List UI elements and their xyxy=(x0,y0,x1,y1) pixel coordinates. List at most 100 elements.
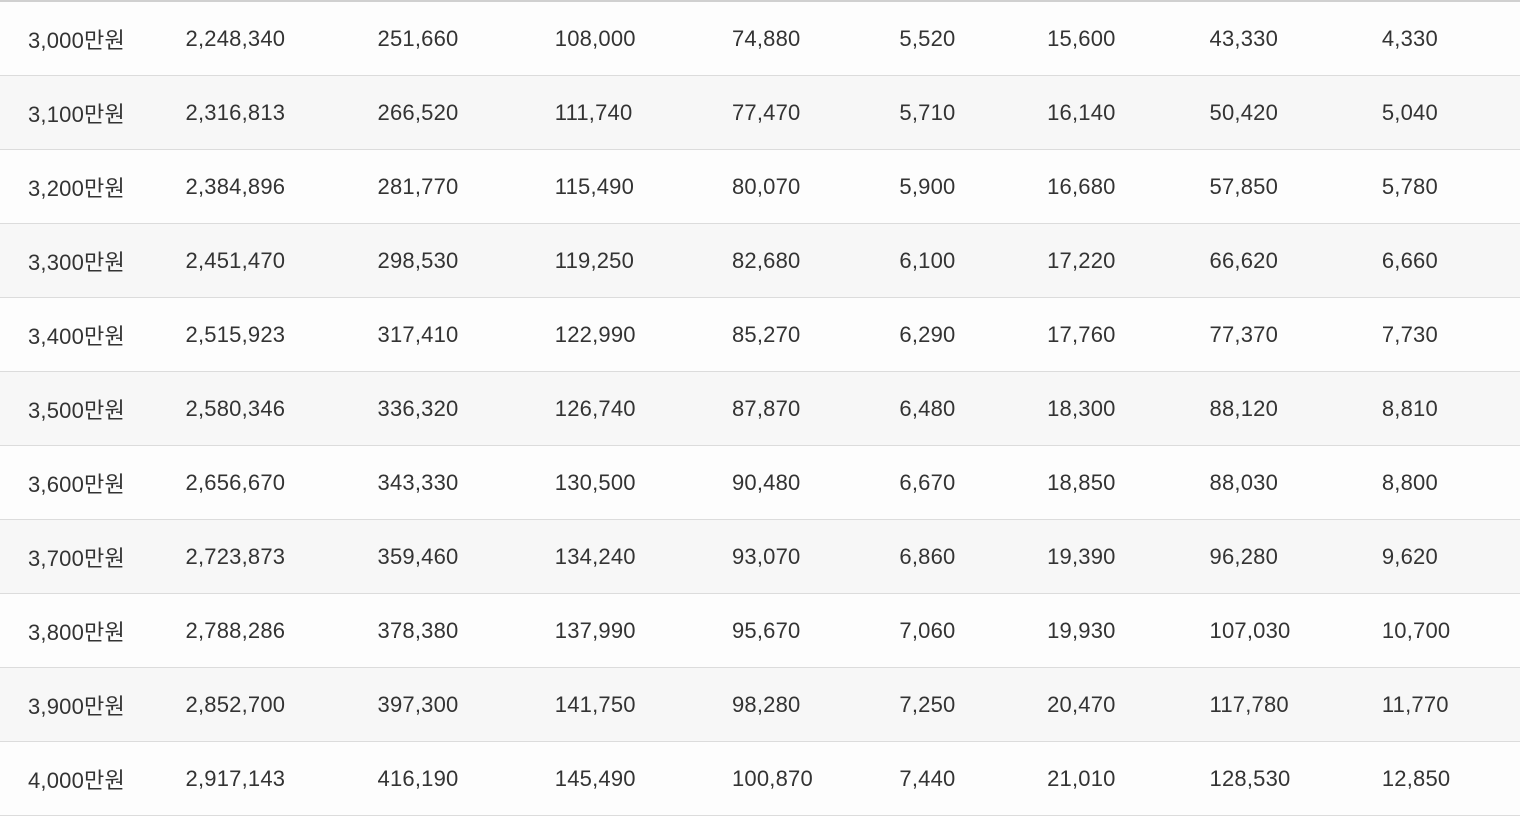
cell-value: 7,440 xyxy=(899,766,1047,792)
cell-value: 111,740 xyxy=(555,100,732,126)
cell-value: 5,520 xyxy=(899,26,1047,52)
cell-value: 80,070 xyxy=(732,174,899,200)
cell-value: 88,120 xyxy=(1210,396,1382,422)
cell-value: 16,680 xyxy=(1047,174,1209,200)
cell-value: 50,420 xyxy=(1210,100,1382,126)
cell-value: 7,730 xyxy=(1382,322,1500,348)
salary-table: 3,000만원 2,248,340 251,660 108,000 74,880… xyxy=(0,0,1520,816)
cell-value: 6,480 xyxy=(899,396,1047,422)
cell-value: 57,850 xyxy=(1210,174,1382,200)
cell-value: 378,380 xyxy=(378,618,555,644)
cell-value: 43,330 xyxy=(1210,26,1382,52)
cell-salary: 3,800만원 xyxy=(28,615,186,647)
cell-value: 88,030 xyxy=(1210,470,1382,496)
cell-value: 21,010 xyxy=(1047,766,1209,792)
cell-value: 2,248,340 xyxy=(186,26,378,52)
cell-value: 397,300 xyxy=(378,692,555,718)
cell-value: 15,600 xyxy=(1047,26,1209,52)
cell-salary: 3,600만원 xyxy=(28,467,186,499)
cell-value: 90,480 xyxy=(732,470,899,496)
cell-salary: 4,000만원 xyxy=(28,763,186,795)
cell-value: 20,470 xyxy=(1047,692,1209,718)
cell-value: 128,530 xyxy=(1210,766,1382,792)
cell-value: 107,030 xyxy=(1210,618,1382,644)
cell-value: 281,770 xyxy=(378,174,555,200)
cell-value: 2,917,143 xyxy=(186,766,378,792)
cell-value: 5,780 xyxy=(1382,174,1500,200)
cell-value: 2,451,470 xyxy=(186,248,378,274)
cell-value: 141,750 xyxy=(555,692,732,718)
cell-value: 5,040 xyxy=(1382,100,1500,126)
cell-value: 2,852,700 xyxy=(186,692,378,718)
cell-value: 2,580,346 xyxy=(186,396,378,422)
cell-value: 2,723,873 xyxy=(186,544,378,570)
table-row: 3,700만원 2,723,873 359,460 134,240 93,070… xyxy=(0,520,1520,594)
cell-value: 251,660 xyxy=(378,26,555,52)
cell-value: 117,780 xyxy=(1210,692,1382,718)
cell-value: 119,250 xyxy=(555,248,732,274)
cell-value: 77,370 xyxy=(1210,322,1382,348)
cell-value: 77,470 xyxy=(732,100,899,126)
cell-value: 137,990 xyxy=(555,618,732,644)
cell-value: 5,710 xyxy=(899,100,1047,126)
cell-value: 108,000 xyxy=(555,26,732,52)
cell-value: 82,680 xyxy=(732,248,899,274)
cell-salary: 3,400만원 xyxy=(28,319,186,351)
cell-value: 19,390 xyxy=(1047,544,1209,570)
table-row: 3,600만원 2,656,670 343,330 130,500 90,480… xyxy=(0,446,1520,520)
cell-value: 17,760 xyxy=(1047,322,1209,348)
cell-value: 343,330 xyxy=(378,470,555,496)
cell-salary: 3,300만원 xyxy=(28,245,186,277)
table-row: 3,300만원 2,451,470 298,530 119,250 82,680… xyxy=(0,224,1520,298)
cell-value: 2,515,923 xyxy=(186,322,378,348)
cell-value: 12,850 xyxy=(1382,766,1500,792)
cell-value: 100,870 xyxy=(732,766,899,792)
cell-value: 416,190 xyxy=(378,766,555,792)
table-row: 3,500만원 2,580,346 336,320 126,740 87,870… xyxy=(0,372,1520,446)
cell-value: 95,670 xyxy=(732,618,899,644)
cell-value: 66,620 xyxy=(1210,248,1382,274)
cell-value: 115,490 xyxy=(555,174,732,200)
cell-value: 87,870 xyxy=(732,396,899,422)
cell-value: 5,900 xyxy=(899,174,1047,200)
cell-value: 8,800 xyxy=(1382,470,1500,496)
cell-value: 74,880 xyxy=(732,26,899,52)
cell-value: 134,240 xyxy=(555,544,732,570)
cell-value: 16,140 xyxy=(1047,100,1209,126)
table-row: 3,400만원 2,515,923 317,410 122,990 85,270… xyxy=(0,298,1520,372)
cell-value: 9,620 xyxy=(1382,544,1500,570)
cell-value: 18,850 xyxy=(1047,470,1209,496)
cell-value: 93,070 xyxy=(732,544,899,570)
cell-value: 7,060 xyxy=(899,618,1047,644)
cell-value: 336,320 xyxy=(378,396,555,422)
cell-value: 266,520 xyxy=(378,100,555,126)
cell-salary: 3,700만원 xyxy=(28,541,186,573)
cell-value: 6,100 xyxy=(899,248,1047,274)
cell-salary: 3,200만원 xyxy=(28,171,186,203)
cell-value: 317,410 xyxy=(378,322,555,348)
cell-value: 6,860 xyxy=(899,544,1047,570)
cell-value: 19,930 xyxy=(1047,618,1209,644)
cell-value: 122,990 xyxy=(555,322,732,348)
cell-value: 2,384,896 xyxy=(186,174,378,200)
cell-value: 85,270 xyxy=(732,322,899,348)
cell-value: 6,670 xyxy=(899,470,1047,496)
cell-value: 8,810 xyxy=(1382,396,1500,422)
cell-value: 2,788,286 xyxy=(186,618,378,644)
cell-salary: 3,000만원 xyxy=(28,23,186,55)
cell-value: 2,656,670 xyxy=(186,470,378,496)
cell-value: 18,300 xyxy=(1047,396,1209,422)
cell-value: 17,220 xyxy=(1047,248,1209,274)
table-row: 3,200만원 2,384,896 281,770 115,490 80,070… xyxy=(0,150,1520,224)
cell-value: 145,490 xyxy=(555,766,732,792)
cell-value: 96,280 xyxy=(1210,544,1382,570)
cell-value: 4,330 xyxy=(1382,26,1500,52)
cell-salary: 3,900만원 xyxy=(28,689,186,721)
cell-value: 6,290 xyxy=(899,322,1047,348)
table-row: 3,900만원 2,852,700 397,300 141,750 98,280… xyxy=(0,668,1520,742)
cell-value: 126,740 xyxy=(555,396,732,422)
cell-value: 7,250 xyxy=(899,692,1047,718)
cell-value: 11,770 xyxy=(1382,692,1500,718)
cell-value: 130,500 xyxy=(555,470,732,496)
cell-salary: 3,100만원 xyxy=(28,97,186,129)
